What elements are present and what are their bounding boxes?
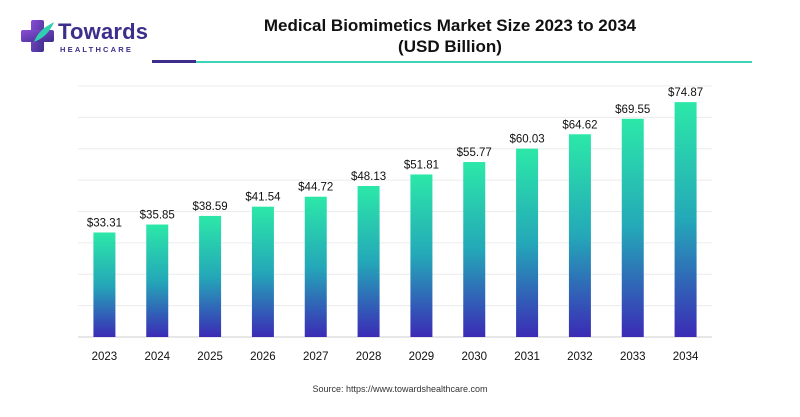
chart-bars <box>93 102 697 338</box>
bar-2024 <box>146 224 169 337</box>
value-label-2024: $35.85 <box>140 210 175 222</box>
value-label-2030: $55.77 <box>457 147 492 159</box>
bar-2029 <box>410 174 433 337</box>
bar-2030 <box>463 162 486 337</box>
chart-value-labels: $33.31 $35.85 $38.59 $41.54 $44.72 $48.13 $51.… <box>87 87 703 229</box>
chart-title: Medical Biomimetics Market Size 2023 to … <box>263 16 637 35</box>
value-label-2027: $44.72 <box>298 182 333 194</box>
x-tick-label-2023: 2023 <box>92 351 118 363</box>
x-tick-label-2030: 2030 <box>461 351 487 363</box>
x-tick-label-2032: 2032 <box>567 351 593 363</box>
x-tick-label-2025: 2025 <box>197 351 223 363</box>
bar-2023 <box>93 232 116 337</box>
x-tick-label-2034: 2034 <box>673 351 699 363</box>
chart-subtitle: (USD Billion) <box>398 37 502 56</box>
brand-logo: Towards HEALTHCARE <box>20 18 180 58</box>
value-label-2025: $38.59 <box>192 201 227 213</box>
chart-grid <box>78 85 712 338</box>
x-tick-label-2027: 2027 <box>303 351 329 363</box>
x-tick-label-2033: 2033 <box>620 351 646 363</box>
bar-2031 <box>516 148 539 337</box>
bar-2027 <box>304 196 327 337</box>
value-label-2028: $48.13 <box>351 171 386 183</box>
x-tick-label-2031: 2031 <box>514 351 540 363</box>
bar-2033 <box>621 118 644 338</box>
header-rule <box>196 61 752 63</box>
header-rule-accent <box>152 60 196 63</box>
bar-2028 <box>357 185 380 337</box>
source-note: Source: https://www.towardshealthcare.co… <box>312 384 488 394</box>
value-label-2029: $51.81 <box>404 159 439 171</box>
value-label-2026: $41.54 <box>245 192 281 204</box>
value-label-2023: $33.31 <box>87 217 122 229</box>
brand-name: Towards <box>58 19 149 44</box>
x-tick-label-2028: 2028 <box>356 351 382 363</box>
chart-x-tick-labels: 2023 2024 2025 2026 2027 2028 2029 2030 2031 2032… <box>92 351 699 363</box>
value-label-2032: $64.62 <box>562 119 597 131</box>
medical-cross-icon <box>21 20 54 52</box>
bar-2026 <box>251 206 274 337</box>
value-label-2031: $60.03 <box>509 134 544 146</box>
bar-2034 <box>674 102 697 338</box>
bar-2032 <box>568 134 591 337</box>
x-tick-label-2026: 2026 <box>250 351 276 363</box>
value-label-2033: $69.55 <box>615 104 650 116</box>
x-tick-label-2029: 2029 <box>409 351 435 363</box>
x-tick-label-2024: 2024 <box>144 351 170 363</box>
bar-2025 <box>199 215 222 337</box>
value-label-2034: $74.87 <box>668 87 703 99</box>
brand-subtitle: HEALTHCARE <box>60 45 134 54</box>
